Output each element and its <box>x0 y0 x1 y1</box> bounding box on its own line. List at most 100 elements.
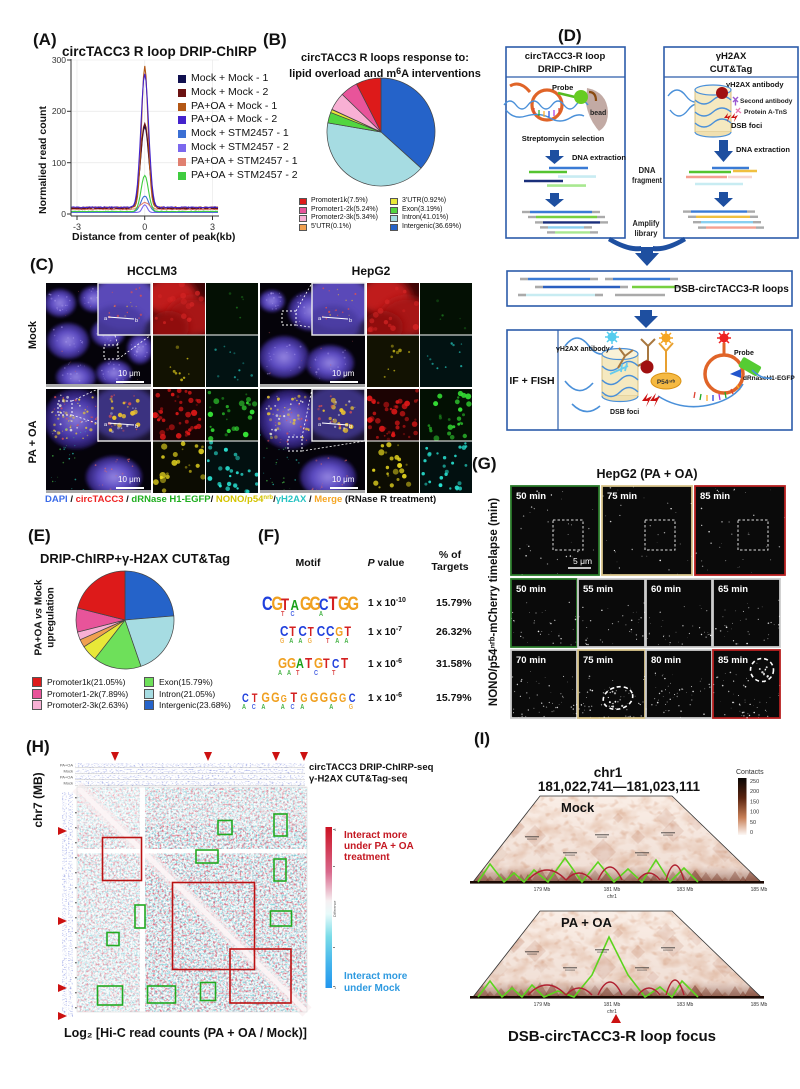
svg-text:1 x 10-6: 1 x 10-6 <box>368 692 402 704</box>
svg-text:G: G <box>280 637 284 645</box>
svg-text:b: b <box>135 424 138 430</box>
svg-text:1: 1 <box>334 985 337 990</box>
svg-text:50: 50 <box>750 820 756 826</box>
svg-text:G: G <box>320 690 328 706</box>
svg-text:HCCLM3: HCCLM3 <box>127 264 177 278</box>
svg-text:γH2AX antibody: γH2AX antibody <box>726 80 784 89</box>
svg-text:under PA + OA: under PA + OA <box>344 841 414 852</box>
svg-text:15.79%: 15.79% <box>436 597 472 609</box>
svg-text:a: a <box>318 316 322 322</box>
svg-text:181 Mb: 181 Mb <box>604 1002 621 1008</box>
svg-text:A: A <box>289 637 293 645</box>
svg-text:65 min: 65 min <box>718 584 748 595</box>
svg-text:80 min: 80 min <box>651 655 681 666</box>
svg-text:15.79%: 15.79% <box>436 692 472 704</box>
svg-text:Mock: Mock <box>561 800 595 815</box>
svg-text:DSB foci: DSB foci <box>610 409 639 416</box>
svg-text:200: 200 <box>750 789 759 795</box>
svg-text:75 min: 75 min <box>583 655 613 666</box>
svg-text:1 x 10-7: 1 x 10-7 <box>368 626 402 638</box>
svg-text:10 μm: 10 μm <box>332 369 355 378</box>
svg-text:C: C <box>332 657 340 671</box>
svg-text:-3: -3 <box>73 222 81 232</box>
svg-text:Second antibody: Second antibody <box>740 98 793 105</box>
svg-text:10 μm: 10 μm <box>332 475 355 484</box>
svg-text:3: 3 <box>210 222 215 232</box>
svg-text:Probe: Probe <box>734 350 754 357</box>
svg-text:85 min: 85 min <box>718 655 748 666</box>
svg-text:183 Mb: 183 Mb <box>677 887 694 893</box>
svg-text:PA+OA: PA+OA <box>60 763 73 768</box>
svg-text:G: G <box>300 593 312 614</box>
svg-text:A: A <box>261 703 265 711</box>
svg-text:10 μm: 10 μm <box>118 369 141 378</box>
svg-text:100: 100 <box>750 810 759 816</box>
svg-text:A: A <box>329 703 333 711</box>
svg-text:G: G <box>272 593 284 614</box>
svg-text:C: C <box>291 610 295 618</box>
svg-text:chr7 (MB): chr7 (MB) <box>31 772 45 827</box>
svg-text:T: T <box>326 637 330 645</box>
svg-text:C: C <box>349 692 356 705</box>
svg-text:G: G <box>287 655 296 672</box>
svg-text:A: A <box>296 656 304 672</box>
svg-text:T: T <box>291 690 298 706</box>
svg-text:% of: % of <box>439 549 462 561</box>
svg-text:T: T <box>323 656 330 672</box>
svg-text:Interact more: Interact more <box>344 971 408 982</box>
svg-text:b: b <box>349 318 352 324</box>
svg-text:C: C <box>291 703 295 711</box>
svg-text:50 min: 50 min <box>516 491 546 502</box>
svg-text:Amplify: Amplify <box>633 218 660 228</box>
svg-text:G: G <box>314 655 323 672</box>
svg-text:C: C <box>262 593 273 614</box>
svg-text:chr1: chr1 <box>607 894 617 900</box>
svg-text:31.58%: 31.58% <box>436 658 472 670</box>
svg-text:A: A <box>298 637 302 645</box>
svg-text:10 μm: 10 μm <box>118 475 141 484</box>
svg-text:a: a <box>104 422 108 428</box>
svg-text:300: 300 <box>52 55 66 65</box>
svg-text:T: T <box>332 669 336 677</box>
svg-text:A: A <box>278 669 282 677</box>
svg-text:183 Mb: 183 Mb <box>677 1002 694 1008</box>
svg-text:a: a <box>104 316 108 322</box>
svg-text:T: T <box>252 692 258 705</box>
svg-text:T: T <box>308 625 314 639</box>
svg-text:T: T <box>281 596 290 615</box>
svg-text:1 x 10-10: 1 x 10-10 <box>368 597 406 609</box>
svg-text:PA + OA: PA + OA <box>27 420 39 463</box>
svg-text:T: T <box>344 624 351 640</box>
svg-text:G: G <box>348 593 360 614</box>
svg-text:C: C <box>298 623 307 640</box>
svg-text:A: A <box>242 703 246 711</box>
svg-text:T: T <box>289 624 296 640</box>
svg-text:DNA extraction: DNA extraction <box>572 153 626 162</box>
svg-text:G: G <box>261 690 269 706</box>
svg-text:C: C <box>314 669 318 677</box>
svg-text:T: T <box>305 655 313 672</box>
svg-text:T: T <box>329 593 339 614</box>
svg-text:IF + FISH: IF + FISH <box>509 375 554 387</box>
svg-text:A: A <box>291 597 300 614</box>
svg-text:C: C <box>326 623 335 640</box>
svg-text:Protein A-TnS: Protein A-TnS <box>744 109 788 116</box>
svg-text:1 x 10-6: 1 x 10-6 <box>368 658 402 670</box>
svg-text:Probe: Probe <box>552 83 573 92</box>
svg-text:70 min: 70 min <box>516 655 546 666</box>
svg-text:T: T <box>341 655 349 672</box>
svg-text:G: G <box>278 655 287 672</box>
svg-text:P54ⁿʳᵇ: P54ⁿʳᵇ <box>657 379 676 386</box>
svg-text:b: b <box>349 424 352 430</box>
svg-text:0: 0 <box>61 209 66 219</box>
svg-text:G: G <box>329 690 337 706</box>
svg-text:250: 250 <box>750 779 759 785</box>
svg-text:185 Mb: 185 Mb <box>751 887 768 893</box>
svg-text:Difference: Difference <box>333 901 337 917</box>
svg-text:C: C <box>252 703 256 711</box>
svg-text:P value: P value <box>368 557 405 569</box>
svg-text:A: A <box>344 637 348 645</box>
svg-text:A: A <box>287 669 291 677</box>
svg-text:Mock: Mock <box>27 320 39 349</box>
svg-text:75 min: 75 min <box>607 491 637 502</box>
